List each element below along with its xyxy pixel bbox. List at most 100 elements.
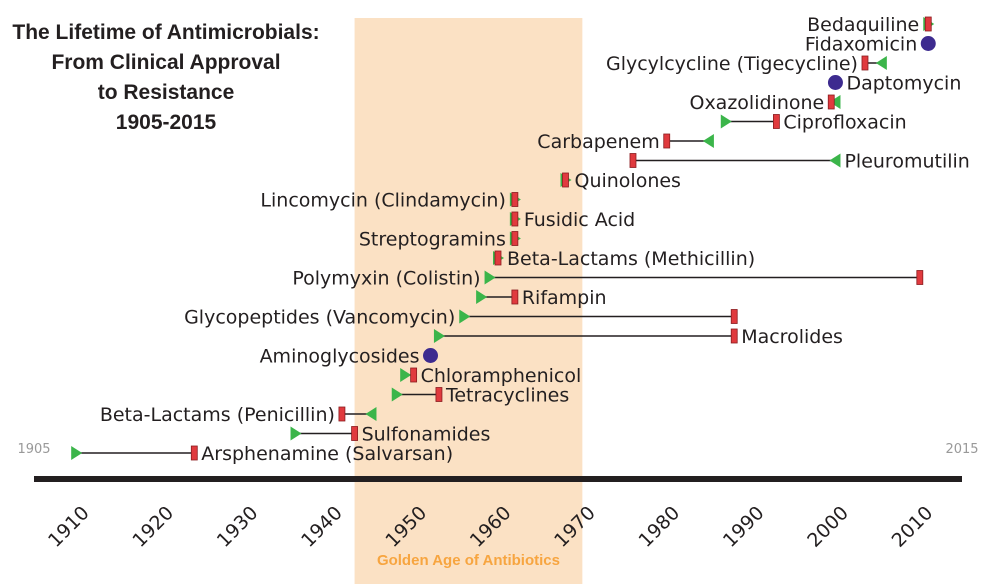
approval-no-resistance-marker [827,75,843,90]
entry-row: Beta-Lactams (Penicillin) [100,404,377,426]
resistance-marker [511,289,519,305]
approval-marker [400,368,412,382]
entry-row: Rifampin [476,287,607,309]
resistance-marker [773,114,780,129]
resistance-marker [190,445,198,461]
entry-row: Beta-Lactams (Methicillin) [493,248,755,270]
approval-marker [484,270,496,285]
approval-marker [829,95,841,109]
entry-row: Lincomycin (Clindamycin) [260,190,521,212]
drug-label: Carbapenem [537,131,659,153]
drug-label: Ciprofloxacin [783,112,906,134]
drug-label: Fidaxomicin [805,34,917,56]
entry-row: Aminoglycosides [260,346,439,368]
entry-row: Polymyxin (Colistin) [292,268,924,290]
drug-label: Polymyxin (Colistin) [292,268,480,290]
drug-label: Beta-Lactams (Methicillin) [507,248,755,270]
drug-label: Lincomycin (Clindamycin) [260,190,505,212]
approval-no-resistance-marker [423,348,439,363]
resistance-marker [629,153,637,168]
title-line: to Resistance [98,81,235,104]
tick-label-1940: 1940 [297,502,347,552]
title-line: The Lifetime of Antimicrobials: [12,21,319,44]
drug-label: Aminoglycosides [260,346,420,368]
entry-row: Fidaxomicin [805,34,936,56]
entry-row: Tetracyclines [391,385,569,407]
resistance-marker [730,309,738,324]
approval-marker [829,153,841,168]
entry-row: Arsphenamine (Salvarsan) [71,443,453,465]
title-line: From Clinical Approval [51,51,280,74]
axis-end-label: 2015 [945,442,978,457]
entry-row: Sulfonamides [290,424,491,446]
resistance-marker [511,231,519,246]
drug-label: Glycylcycline (Tigecycline) [606,53,858,75]
axis-start-label: 1905 [17,442,50,457]
tick-label-1980: 1980 [635,502,685,552]
entry-row: Bedaquiline [807,14,935,36]
drug-label: Fusidic Acid [524,209,635,231]
resistance-marker [730,328,738,344]
resistance-marker [663,133,671,149]
tick-label-2010: 2010 [888,502,938,552]
approval-marker [365,407,377,421]
golden-age-band [354,18,583,584]
approval-marker [875,56,887,70]
drug-label: Arsphenamine (Salvarsan) [201,443,453,465]
entry-row: Carbapenem [537,131,714,153]
approval-marker [391,387,403,402]
resistance-marker [827,94,835,110]
approval-marker [459,309,471,324]
entry-row: Quinolones [560,170,681,192]
approval-marker [720,114,732,129]
entry-row: Glycylcycline (Tigecycline) [606,53,887,75]
resistance-marker [511,211,519,227]
approval-no-resistance-marker [920,36,936,51]
resistance-marker [511,192,519,207]
resistance-marker [861,55,869,71]
title-line: 1905-2015 [116,111,217,134]
drug-label: Bedaquiline [807,14,919,36]
entry-row: Chloramphenicol [400,365,581,387]
drug-label: Sulfonamides [362,424,491,446]
approval-marker [71,446,83,460]
drug-label: Glycopeptides (Vancomycin) [184,307,455,329]
resistance-marker [562,172,569,188]
approval-marker [433,329,445,343]
drug-label: Daptomycin [846,73,961,95]
chart-title: The Lifetime of Antimicrobials: From Clin… [12,21,319,134]
resistance-marker [410,367,418,383]
drug-label: Oxazolidinone [689,92,824,114]
golden-age-band-layer: Golden Age of Antibiotics [354,18,583,584]
entry-row: Glycopeptides (Vancomycin) [184,307,738,329]
tick-label-1930: 1930 [213,502,263,552]
drug-label: Streptogramins [359,229,506,251]
drug-label: Chloramphenicol [421,365,582,387]
entry-row: Oxazolidinone [689,92,841,114]
drug-label: Tetracyclines [445,385,569,407]
approval-marker [476,290,488,304]
resistance-marker [494,250,502,266]
entry-row: Macrolides [433,326,843,348]
entry-row: Pleuromutilin [629,151,970,173]
entry-row: Streptogramins [359,229,521,251]
tick-label-1990: 1990 [719,502,769,552]
drug-label: Quinolones [574,170,680,192]
drug-label: Beta-Lactams (Penicillin) [100,404,335,426]
tick-label-1910: 1910 [44,502,94,552]
drug-label: Rifampin [522,287,607,309]
entry-row: Fusidic Acid [509,209,635,231]
resistance-marker [351,426,358,441]
resistance-marker [338,406,346,422]
resistance-marker [924,16,932,32]
drug-label: Pleuromutilin [844,151,969,173]
tick-label-1920: 1920 [128,502,178,552]
tick-label-2000: 2000 [803,502,853,552]
resistance-marker [435,387,443,402]
approval-marker [702,134,714,148]
approval-marker [290,426,302,441]
entry-row: Ciprofloxacin [720,112,907,134]
